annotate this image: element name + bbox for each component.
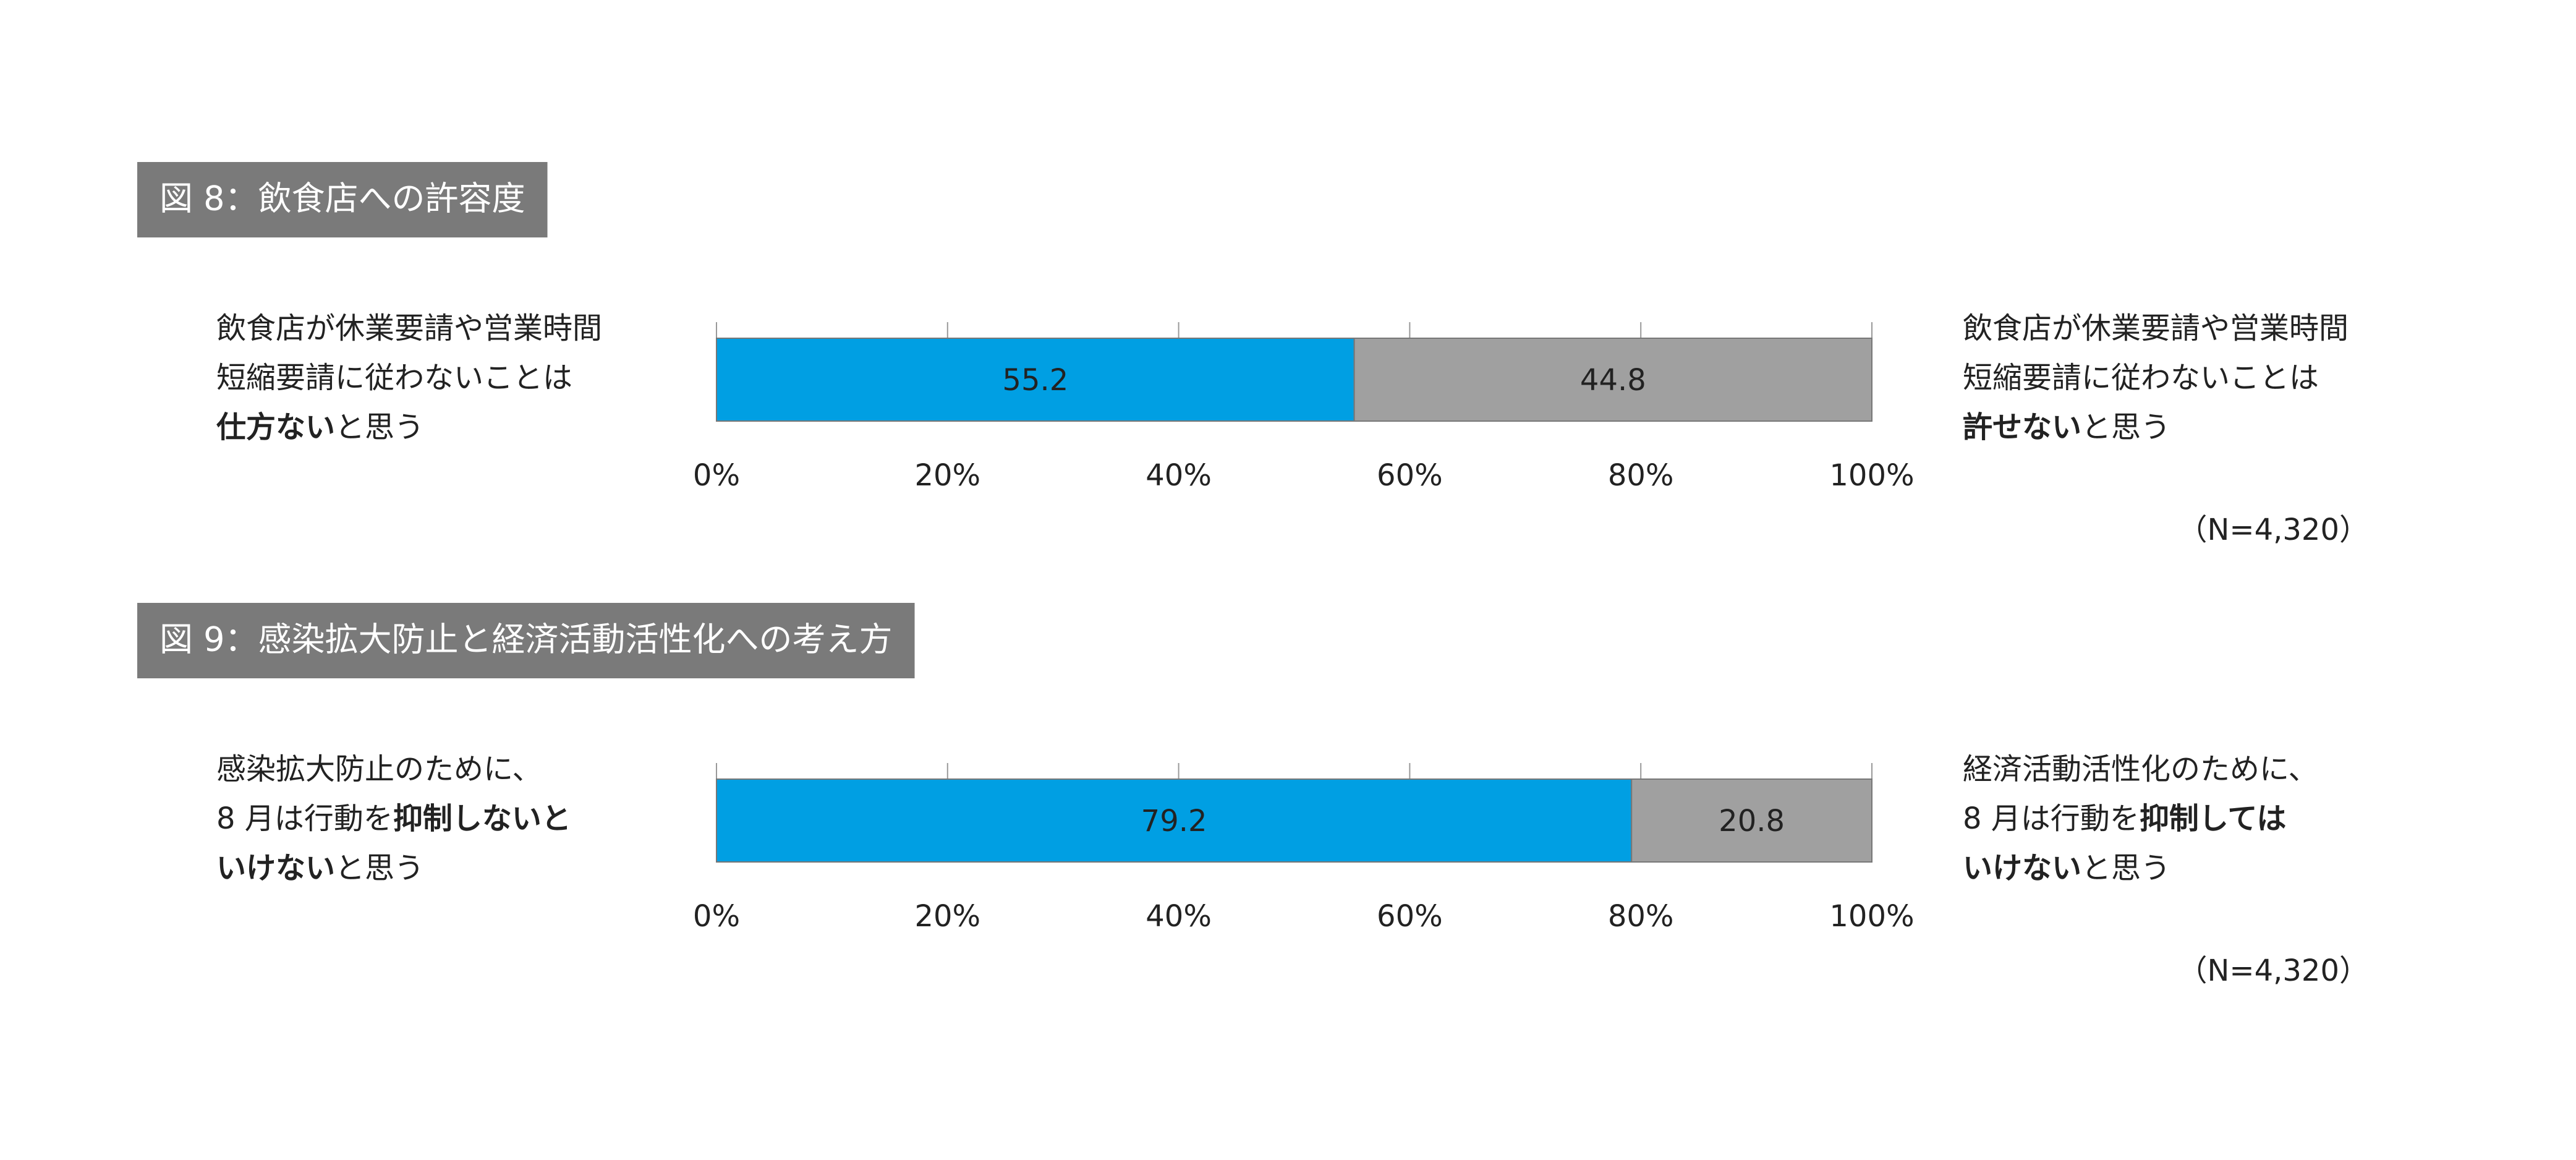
- label-segment: と思う: [335, 851, 424, 885]
- label-segment: 仕方ない: [216, 410, 335, 445]
- right-label: いけないと思う: [1963, 851, 2170, 885]
- right-label: 飲食店が休業要請や営業時間: [1963, 311, 2349, 346]
- chart-title: 図 8：飲食店への許容度: [159, 179, 525, 218]
- label-segment: と思う: [2081, 851, 2170, 885]
- bar-segment: [1631, 778, 1873, 863]
- sample-note: （N=4,320）: [2177, 513, 2369, 547]
- left-label: 感染拡大防止のために、: [216, 752, 542, 787]
- x-tick-label: 40%: [1146, 458, 1212, 493]
- label-segment: 8 月は行動を: [1963, 801, 2140, 836]
- left-label: 仕方ないと思う: [216, 410, 424, 445]
- chart-title: 図 9：感染拡大防止と経済活動活性化への考え方: [159, 620, 893, 659]
- right-label: 8 月は行動を抑制しては: [1963, 801, 2286, 836]
- x-tick-label: 100%: [1829, 458, 1914, 493]
- label-segment: 飲食店が休業要請や営業時間: [216, 311, 602, 346]
- label-segment: いけない: [1963, 851, 2081, 885]
- x-tick-label: 20%: [914, 458, 980, 493]
- label-segment: 経済活動活性化のために、: [1963, 752, 2318, 787]
- label-segment: いけない: [216, 851, 335, 885]
- bar-segment: [716, 778, 1633, 863]
- label-segment: 許せない: [1963, 410, 2081, 445]
- left-label: 短縮要請に従わないことは: [216, 360, 572, 395]
- label-segment: 8 月は行動を: [216, 801, 393, 836]
- x-tick-label: 40%: [1146, 899, 1212, 934]
- label-segment: と思う: [335, 410, 424, 445]
- x-tick-label: 0%: [693, 458, 740, 493]
- label-segment: 抑制しては: [2140, 801, 2287, 836]
- label-segment: 短縮要請に従わないことは: [1963, 360, 2319, 395]
- x-tick-label: 80%: [1608, 899, 1674, 934]
- right-label: 短縮要請に従わないことは: [1963, 360, 2319, 395]
- left-label: 8 月は行動を抑制しないと: [216, 801, 571, 836]
- x-tick-label: 60%: [1377, 899, 1443, 934]
- x-tick-label: 80%: [1608, 458, 1674, 493]
- x-tick-label: 20%: [914, 899, 980, 934]
- left-label: 飲食店が休業要請や営業時間: [216, 311, 602, 346]
- right-label: 許せないと思う: [1963, 410, 2170, 445]
- bar-segment: [1353, 338, 1872, 422]
- sample-note: （N=4,320）: [2177, 953, 2369, 988]
- x-tick-label: 0%: [693, 899, 740, 934]
- x-tick-label: 60%: [1377, 458, 1443, 493]
- x-tick-label: 100%: [1829, 899, 1914, 934]
- label-segment: 感染拡大防止のために、: [216, 752, 542, 787]
- label-segment: と思う: [2081, 410, 2170, 445]
- title-box: [137, 603, 915, 678]
- left-label: いけないと思う: [216, 851, 424, 885]
- label-segment: 抑制しないと: [393, 801, 571, 836]
- data-label: 79.2: [1141, 804, 1207, 838]
- label-segment: 飲食店が休業要請や営業時間: [1963, 311, 2349, 346]
- data-label: 20.8: [1719, 804, 1785, 838]
- data-label: 55.2: [1002, 363, 1068, 398]
- data-label: 44.8: [1580, 363, 1646, 398]
- right-label: 経済活動活性化のために、: [1963, 752, 2318, 787]
- label-segment: 短縮要請に従わないことは: [216, 360, 572, 395]
- title-box: [137, 162, 548, 237]
